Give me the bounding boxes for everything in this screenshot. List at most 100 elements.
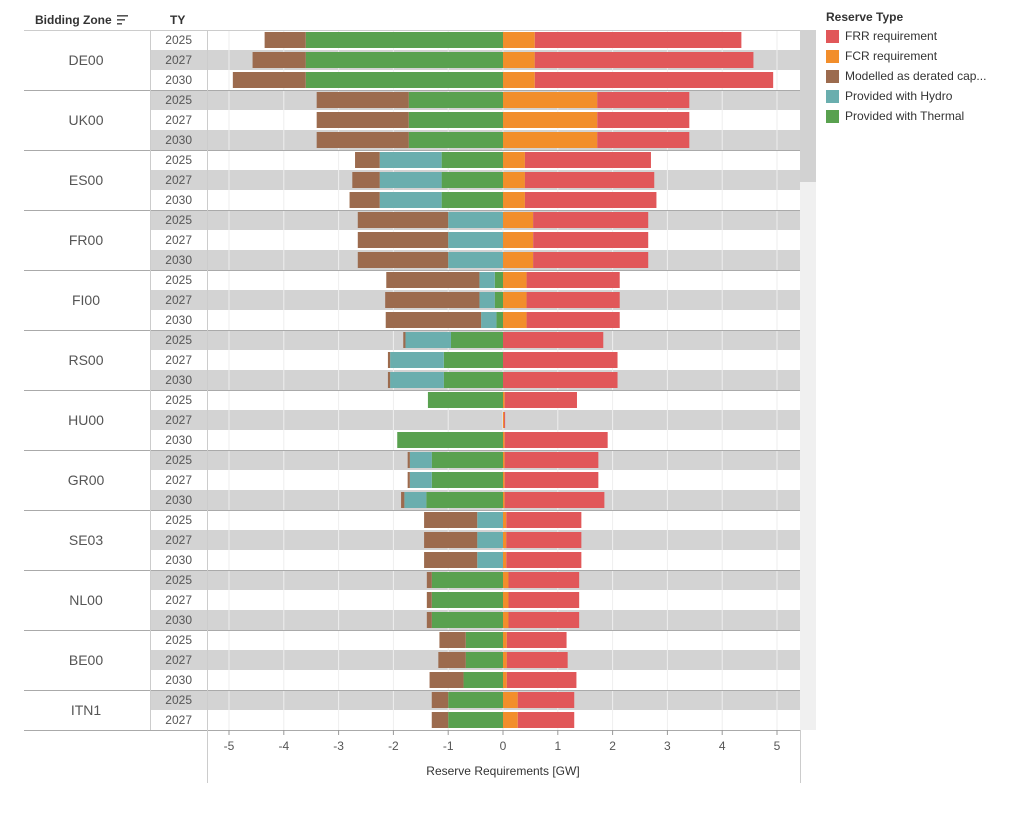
- bar-derated[interactable]: [357, 252, 449, 268]
- bar-derated[interactable]: [387, 352, 391, 368]
- bar-derated[interactable]: [264, 32, 306, 48]
- bar-thermal[interactable]: [450, 332, 503, 348]
- bar-derated[interactable]: [429, 672, 464, 688]
- bar-frr[interactable]: [533, 232, 649, 248]
- bar-frr[interactable]: [526, 272, 620, 288]
- bar-fcr[interactable]: [503, 452, 505, 468]
- bar-fcr[interactable]: [503, 472, 505, 488]
- bar-derated[interactable]: [357, 212, 449, 228]
- bar-hydro[interactable]: [379, 172, 442, 188]
- bar-derated[interactable]: [426, 592, 432, 608]
- bar-fcr[interactable]: [503, 252, 534, 268]
- header-ty-label[interactable]: TY: [170, 13, 185, 27]
- bar-frr[interactable]: [506, 652, 568, 668]
- bar-thermal[interactable]: [448, 712, 503, 728]
- bar-thermal[interactable]: [431, 472, 503, 488]
- bar-thermal[interactable]: [463, 672, 503, 688]
- bar-frr[interactable]: [517, 692, 575, 708]
- bar-fcr[interactable]: [503, 152, 525, 168]
- bar-frr[interactable]: [504, 432, 608, 448]
- bar-fcr[interactable]: [503, 512, 507, 528]
- bar-fcr[interactable]: [503, 712, 518, 728]
- bar-thermal[interactable]: [441, 172, 503, 188]
- bar-frr[interactable]: [526, 292, 620, 308]
- bar-frr[interactable]: [504, 472, 599, 488]
- bar-frr[interactable]: [506, 632, 567, 648]
- bar-fcr[interactable]: [503, 392, 505, 408]
- bar-frr[interactable]: [524, 172, 655, 188]
- bar-frr[interactable]: [503, 372, 618, 388]
- bar-thermal[interactable]: [431, 592, 503, 608]
- bar-thermal[interactable]: [441, 152, 503, 168]
- bar-fcr[interactable]: [503, 52, 535, 68]
- bar-frr[interactable]: [534, 32, 742, 48]
- bar-frr[interactable]: [534, 52, 754, 68]
- bar-fcr[interactable]: [503, 572, 509, 588]
- bar-fcr[interactable]: [503, 592, 509, 608]
- bar-derated[interactable]: [349, 192, 380, 208]
- legend-item-hydro[interactable]: Provided with Hydro: [826, 86, 1006, 106]
- bar-fcr[interactable]: [503, 672, 507, 688]
- bar-derated[interactable]: [387, 372, 391, 388]
- bar-derated[interactable]: [316, 132, 409, 148]
- bar-derated[interactable]: [424, 532, 478, 548]
- bar-thermal[interactable]: [431, 452, 503, 468]
- bar-fcr[interactable]: [503, 532, 507, 548]
- bar-hydro[interactable]: [390, 372, 444, 388]
- bar-thermal[interactable]: [494, 292, 503, 308]
- bar-derated[interactable]: [385, 312, 482, 328]
- legend-item-fcr[interactable]: FCR requirement: [826, 46, 1006, 66]
- bar-hydro[interactable]: [390, 352, 444, 368]
- bar-frr[interactable]: [503, 352, 618, 368]
- bar-thermal[interactable]: [408, 112, 503, 128]
- bar-hydro[interactable]: [379, 152, 442, 168]
- bar-fcr[interactable]: [503, 72, 535, 88]
- scrollbar-track[interactable]: [800, 30, 816, 730]
- bar-frr[interactable]: [517, 712, 575, 728]
- bar-derated[interactable]: [431, 692, 449, 708]
- bar-hydro[interactable]: [448, 232, 503, 248]
- bar-frr[interactable]: [504, 452, 599, 468]
- bar-fcr[interactable]: [503, 552, 507, 568]
- bar-fcr[interactable]: [503, 612, 509, 628]
- bar-derated[interactable]: [426, 572, 432, 588]
- bar-derated[interactable]: [424, 512, 478, 528]
- bar-fcr[interactable]: [503, 292, 527, 308]
- bar-frr[interactable]: [533, 212, 649, 228]
- bar-derated[interactable]: [407, 472, 410, 488]
- bar-fcr[interactable]: [503, 272, 527, 288]
- bar-hydro[interactable]: [409, 452, 432, 468]
- bar-fcr[interactable]: [503, 652, 507, 668]
- bar-thermal[interactable]: [426, 492, 503, 508]
- bar-frr[interactable]: [508, 612, 580, 628]
- bar-frr[interactable]: [504, 412, 506, 428]
- bar-thermal[interactable]: [496, 312, 503, 328]
- bar-fcr[interactable]: [503, 92, 598, 108]
- bar-thermal[interactable]: [448, 692, 503, 708]
- bar-frr[interactable]: [506, 552, 582, 568]
- bar-derated[interactable]: [431, 712, 449, 728]
- bar-thermal[interactable]: [441, 192, 503, 208]
- bar-thermal[interactable]: [443, 372, 503, 388]
- bar-derated[interactable]: [386, 272, 480, 288]
- bar-fcr[interactable]: [503, 32, 535, 48]
- bar-thermal[interactable]: [305, 32, 503, 48]
- bar-hydro[interactable]: [479, 272, 495, 288]
- bar-fcr[interactable]: [503, 492, 505, 508]
- bar-derated[interactable]: [439, 632, 466, 648]
- bar-derated[interactable]: [252, 52, 306, 68]
- bar-derated[interactable]: [316, 112, 409, 128]
- bar-thermal[interactable]: [465, 632, 503, 648]
- bar-hydro[interactable]: [477, 512, 503, 528]
- bar-fcr[interactable]: [503, 192, 525, 208]
- bar-frr[interactable]: [508, 592, 580, 608]
- bar-frr[interactable]: [504, 392, 577, 408]
- bar-hydro[interactable]: [448, 252, 503, 268]
- bar-frr[interactable]: [533, 252, 649, 268]
- bar-derated[interactable]: [401, 492, 405, 508]
- bar-hydro[interactable]: [479, 292, 495, 308]
- bar-thermal[interactable]: [408, 132, 503, 148]
- bar-fcr[interactable]: [503, 212, 534, 228]
- bar-frr[interactable]: [597, 92, 690, 108]
- bar-derated[interactable]: [424, 552, 478, 568]
